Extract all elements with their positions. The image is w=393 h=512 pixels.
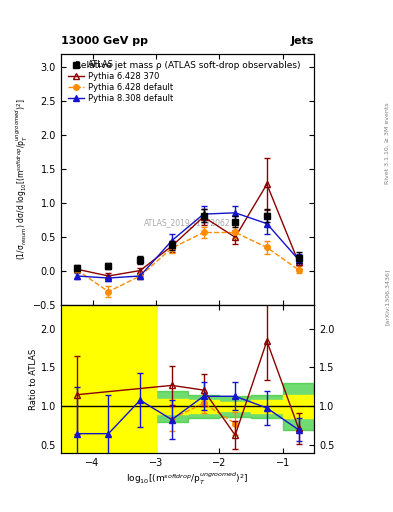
Y-axis label: (1/σ$_{resum}$) dσ/d log$_{10}$[(m$^{soft drop}$/p$_T^{ungroomed}$)$^2$]: (1/σ$_{resum}$) dσ/d log$_{10}$[(m$^{sof… xyxy=(14,99,30,260)
Text: Rivet 3.1.10, ≥ 3M events: Rivet 3.1.10, ≥ 3M events xyxy=(385,102,389,184)
Text: 13000 GeV pp: 13000 GeV pp xyxy=(61,36,148,46)
Text: ATLAS_2019_I1772062: ATLAS_2019_I1772062 xyxy=(144,218,231,227)
Text: Relative jet mass ρ (ATLAS soft-drop observables): Relative jet mass ρ (ATLAS soft-drop obs… xyxy=(75,61,300,70)
X-axis label: log$_{10}$[(m$^{soft drop}$/p$_T^{ungroomed}$)$^2$]: log$_{10}$[(m$^{soft drop}$/p$_T^{ungroo… xyxy=(127,471,249,487)
Y-axis label: Ratio to ATLAS: Ratio to ATLAS xyxy=(29,349,38,410)
Text: Jets: Jets xyxy=(291,36,314,46)
Legend: ATLAS, Pythia 6.428 370, Pythia 6.428 default, Pythia 8.308 default: ATLAS, Pythia 6.428 370, Pythia 6.428 de… xyxy=(65,58,176,105)
Text: [arXiv:1306.3436]: [arXiv:1306.3436] xyxy=(385,269,389,325)
